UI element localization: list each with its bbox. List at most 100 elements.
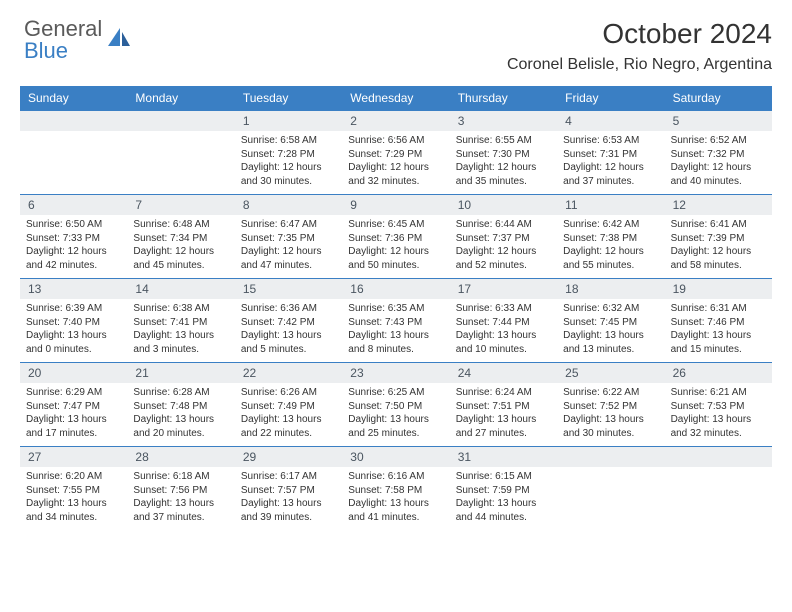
day-cell: Sunrise: 6:58 AMSunset: 7:28 PMDaylight:… bbox=[235, 131, 342, 194]
daynum-row: 13141516171819 bbox=[20, 278, 772, 299]
sunrise-text: Sunrise: 6:17 AM bbox=[241, 470, 336, 484]
day-number: 27 bbox=[20, 447, 127, 467]
day-cell: Sunrise: 6:16 AMSunset: 7:58 PMDaylight:… bbox=[342, 467, 449, 530]
sunrise-text: Sunrise: 6:58 AM bbox=[241, 134, 336, 148]
sunrise-text: Sunrise: 6:22 AM bbox=[563, 386, 658, 400]
day-number: 22 bbox=[235, 363, 342, 383]
sunrise-text: Sunrise: 6:52 AM bbox=[671, 134, 766, 148]
sunrise-text: Sunrise: 6:41 AM bbox=[671, 218, 766, 232]
day-number: 31 bbox=[450, 447, 557, 467]
sunset-text: Sunset: 7:41 PM bbox=[133, 316, 228, 330]
sunset-text: Sunset: 7:46 PM bbox=[671, 316, 766, 330]
day-header-row: SundayMondayTuesdayWednesdayThursdayFrid… bbox=[20, 86, 772, 110]
day-cell: Sunrise: 6:29 AMSunset: 7:47 PMDaylight:… bbox=[20, 383, 127, 446]
day-number: 21 bbox=[127, 363, 234, 383]
brand-top: General bbox=[24, 18, 102, 40]
sunrise-text: Sunrise: 6:31 AM bbox=[671, 302, 766, 316]
sunset-text: Sunset: 7:44 PM bbox=[456, 316, 551, 330]
day-header: Wednesday bbox=[342, 86, 449, 110]
daylight-text: Daylight: 12 hours and 42 minutes. bbox=[26, 245, 121, 272]
daylight-text: Daylight: 12 hours and 37 minutes. bbox=[563, 161, 658, 188]
day-number: 23 bbox=[342, 363, 449, 383]
brand-logo: General Blue bbox=[24, 18, 132, 62]
day-header: Thursday bbox=[450, 86, 557, 110]
day-number: 12 bbox=[665, 195, 772, 215]
sunrise-text: Sunrise: 6:53 AM bbox=[563, 134, 658, 148]
day-number: 6 bbox=[20, 195, 127, 215]
day-cell: Sunrise: 6:42 AMSunset: 7:38 PMDaylight:… bbox=[557, 215, 664, 278]
sunrise-text: Sunrise: 6:45 AM bbox=[348, 218, 443, 232]
sunrise-text: Sunrise: 6:20 AM bbox=[26, 470, 121, 484]
sunrise-text: Sunrise: 6:56 AM bbox=[348, 134, 443, 148]
day-number: 24 bbox=[450, 363, 557, 383]
day-number: 26 bbox=[665, 363, 772, 383]
sunset-text: Sunset: 7:42 PM bbox=[241, 316, 336, 330]
sunset-text: Sunset: 7:38 PM bbox=[563, 232, 658, 246]
sunrise-text: Sunrise: 6:35 AM bbox=[348, 302, 443, 316]
daylight-text: Daylight: 12 hours and 40 minutes. bbox=[671, 161, 766, 188]
day-cell: Sunrise: 6:26 AMSunset: 7:49 PMDaylight:… bbox=[235, 383, 342, 446]
day-number: 4 bbox=[557, 111, 664, 131]
sunrise-text: Sunrise: 6:18 AM bbox=[133, 470, 228, 484]
sunset-text: Sunset: 7:39 PM bbox=[671, 232, 766, 246]
sunset-text: Sunset: 7:59 PM bbox=[456, 484, 551, 498]
sunrise-text: Sunrise: 6:44 AM bbox=[456, 218, 551, 232]
day-number bbox=[665, 447, 772, 467]
day-cell: Sunrise: 6:50 AMSunset: 7:33 PMDaylight:… bbox=[20, 215, 127, 278]
daylight-text: Daylight: 13 hours and 39 minutes. bbox=[241, 497, 336, 524]
daylight-text: Daylight: 13 hours and 30 minutes. bbox=[563, 413, 658, 440]
sunrise-text: Sunrise: 6:48 AM bbox=[133, 218, 228, 232]
sunset-text: Sunset: 7:48 PM bbox=[133, 400, 228, 414]
sunrise-text: Sunrise: 6:47 AM bbox=[241, 218, 336, 232]
daylight-text: Daylight: 12 hours and 32 minutes. bbox=[348, 161, 443, 188]
day-number: 15 bbox=[235, 279, 342, 299]
day-number: 30 bbox=[342, 447, 449, 467]
sunset-text: Sunset: 7:43 PM bbox=[348, 316, 443, 330]
sunrise-text: Sunrise: 6:15 AM bbox=[456, 470, 551, 484]
sunrise-text: Sunrise: 6:42 AM bbox=[563, 218, 658, 232]
daylight-text: Daylight: 13 hours and 32 minutes. bbox=[671, 413, 766, 440]
day-header: Sunday bbox=[20, 86, 127, 110]
daylight-text: Daylight: 12 hours and 55 minutes. bbox=[563, 245, 658, 272]
sunrise-text: Sunrise: 6:24 AM bbox=[456, 386, 551, 400]
daylight-text: Daylight: 13 hours and 17 minutes. bbox=[26, 413, 121, 440]
daylight-text: Daylight: 12 hours and 35 minutes. bbox=[456, 161, 551, 188]
day-number: 29 bbox=[235, 447, 342, 467]
day-number: 8 bbox=[235, 195, 342, 215]
sunset-text: Sunset: 7:55 PM bbox=[26, 484, 121, 498]
daylight-text: Daylight: 13 hours and 0 minutes. bbox=[26, 329, 121, 356]
page-title: October 2024 bbox=[507, 18, 772, 50]
day-cell bbox=[665, 467, 772, 530]
daylight-text: Daylight: 12 hours and 50 minutes. bbox=[348, 245, 443, 272]
sunset-text: Sunset: 7:34 PM bbox=[133, 232, 228, 246]
daylight-text: Daylight: 12 hours and 52 minutes. bbox=[456, 245, 551, 272]
day-number: 9 bbox=[342, 195, 449, 215]
daylight-text: Daylight: 13 hours and 22 minutes. bbox=[241, 413, 336, 440]
day-cell bbox=[20, 131, 127, 194]
day-cell: Sunrise: 6:53 AMSunset: 7:31 PMDaylight:… bbox=[557, 131, 664, 194]
day-cell: Sunrise: 6:56 AMSunset: 7:29 PMDaylight:… bbox=[342, 131, 449, 194]
day-number: 28 bbox=[127, 447, 234, 467]
daylight-text: Daylight: 13 hours and 10 minutes. bbox=[456, 329, 551, 356]
daylight-text: Daylight: 13 hours and 3 minutes. bbox=[133, 329, 228, 356]
sunset-text: Sunset: 7:58 PM bbox=[348, 484, 443, 498]
day-number: 1 bbox=[235, 111, 342, 131]
sunrise-text: Sunrise: 6:28 AM bbox=[133, 386, 228, 400]
day-cell: Sunrise: 6:39 AMSunset: 7:40 PMDaylight:… bbox=[20, 299, 127, 362]
sunrise-text: Sunrise: 6:38 AM bbox=[133, 302, 228, 316]
day-number: 3 bbox=[450, 111, 557, 131]
daylight-text: Daylight: 13 hours and 25 minutes. bbox=[348, 413, 443, 440]
sunset-text: Sunset: 7:33 PM bbox=[26, 232, 121, 246]
day-cell: Sunrise: 6:32 AMSunset: 7:45 PMDaylight:… bbox=[557, 299, 664, 362]
week-row: Sunrise: 6:29 AMSunset: 7:47 PMDaylight:… bbox=[20, 383, 772, 446]
day-number: 18 bbox=[557, 279, 664, 299]
daynum-row: 12345 bbox=[20, 110, 772, 131]
sunrise-text: Sunrise: 6:36 AM bbox=[241, 302, 336, 316]
day-cell: Sunrise: 6:47 AMSunset: 7:35 PMDaylight:… bbox=[235, 215, 342, 278]
day-number: 13 bbox=[20, 279, 127, 299]
daylight-text: Daylight: 13 hours and 37 minutes. bbox=[133, 497, 228, 524]
day-header: Tuesday bbox=[235, 86, 342, 110]
sunset-text: Sunset: 7:30 PM bbox=[456, 148, 551, 162]
daynum-row: 6789101112 bbox=[20, 194, 772, 215]
sunset-text: Sunset: 7:36 PM bbox=[348, 232, 443, 246]
